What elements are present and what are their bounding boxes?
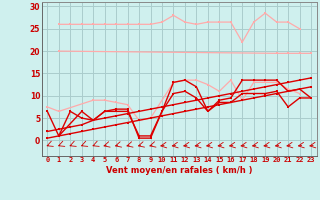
- X-axis label: Vent moyen/en rafales ( km/h ): Vent moyen/en rafales ( km/h ): [106, 166, 252, 175]
